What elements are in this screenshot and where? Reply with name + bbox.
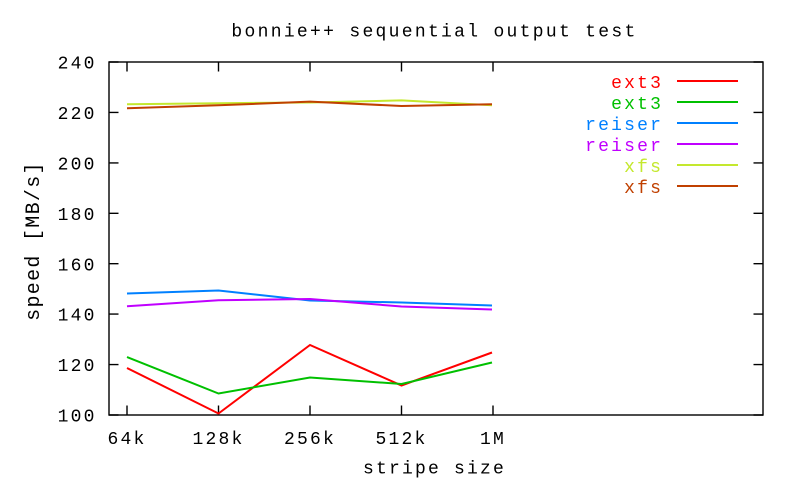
svg-text:64k: 64k [107, 430, 146, 450]
svg-text:140: 140 [58, 307, 97, 327]
svg-text:1M: 1M [480, 430, 506, 450]
svg-text:160: 160 [58, 256, 97, 276]
svg-text:stripe size: stripe size [363, 460, 506, 480]
svg-text:240: 240 [58, 55, 97, 75]
svg-text:256k: 256k [284, 430, 336, 450]
svg-text:ext3: ext3 [611, 74, 663, 94]
svg-text:180: 180 [58, 206, 97, 226]
svg-text:bonnie++ sequential output tes: bonnie++ sequential output test [231, 23, 637, 43]
svg-text:ext3: ext3 [611, 95, 663, 115]
svg-text:220: 220 [58, 105, 97, 125]
svg-text:reiser: reiser [585, 137, 663, 157]
svg-text:100: 100 [58, 408, 97, 428]
svg-text:200: 200 [58, 156, 97, 176]
svg-text:speed [MB/s]: speed [MB/s] [23, 161, 46, 321]
svg-text:120: 120 [58, 357, 97, 377]
svg-text:xfs: xfs [624, 179, 663, 199]
svg-text:128k: 128k [192, 430, 244, 450]
svg-text:reiser: reiser [585, 116, 663, 136]
svg-text:512k: 512k [375, 430, 427, 450]
svg-text:xfs: xfs [624, 158, 663, 178]
